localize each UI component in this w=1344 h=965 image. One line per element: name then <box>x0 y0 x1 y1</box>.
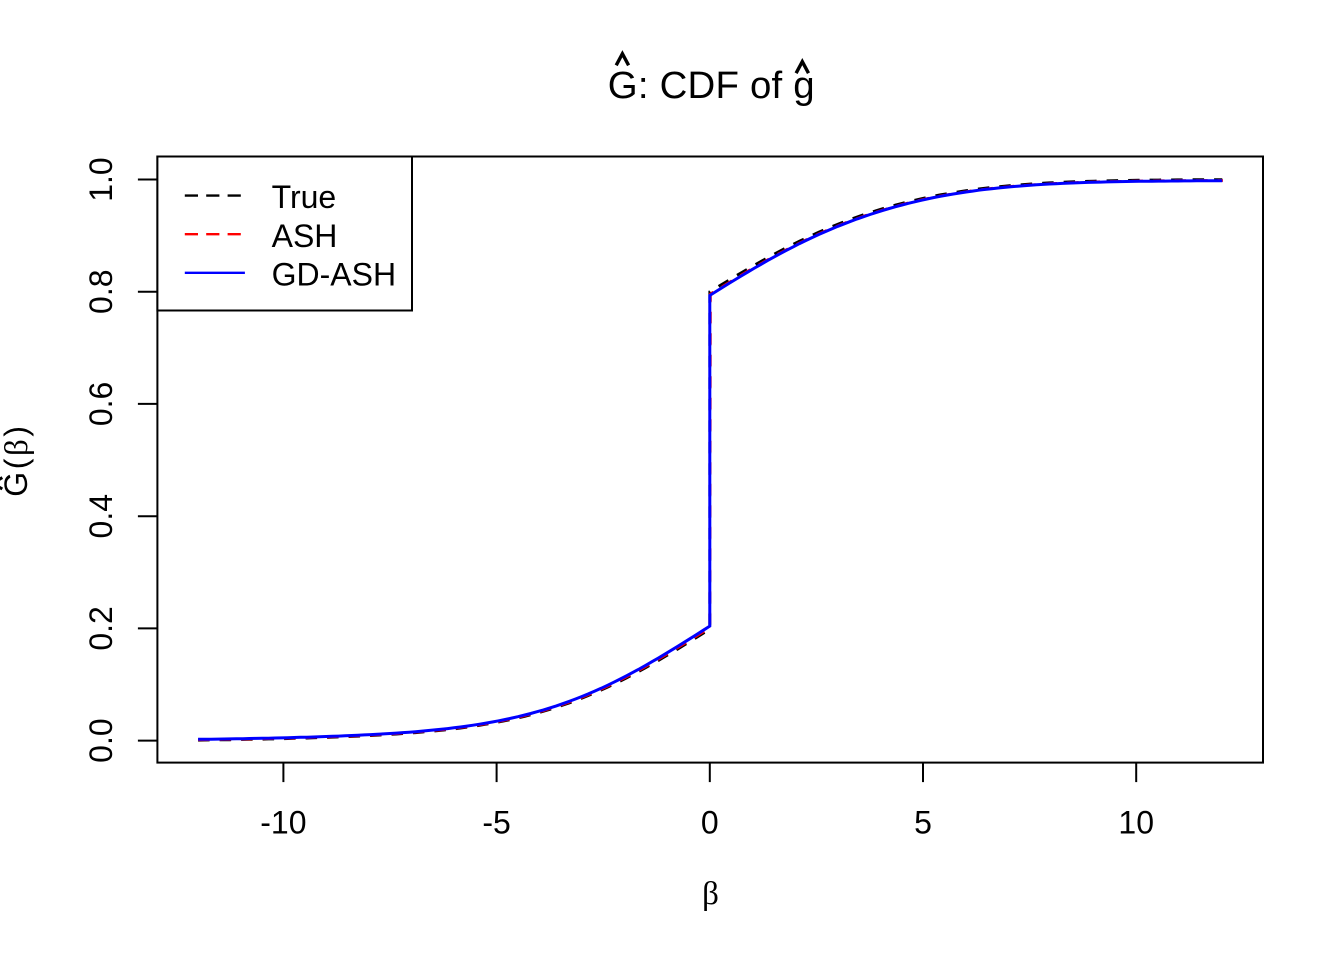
svg-text:G(β): G(β) <box>0 423 35 496</box>
svg-text:0.8: 0.8 <box>83 269 119 313</box>
svg-text:β: β <box>702 876 719 912</box>
svg-text:True: True <box>272 179 337 215</box>
svg-text:0.6: 0.6 <box>83 382 119 426</box>
svg-text:G: CDF of g: G: CDF of g <box>608 64 815 107</box>
svg-text:0.2: 0.2 <box>83 606 119 650</box>
svg-text:ASH: ASH <box>272 218 338 254</box>
svg-text:10: 10 <box>1118 805 1154 841</box>
svg-text:0.0: 0.0 <box>83 718 119 762</box>
svg-text:0: 0 <box>701 805 719 841</box>
svg-text:-10: -10 <box>260 805 306 841</box>
svg-text:0.4: 0.4 <box>83 494 119 538</box>
svg-text:5: 5 <box>914 805 932 841</box>
svg-text:1.0: 1.0 <box>83 157 119 201</box>
svg-text:GD-ASH: GD-ASH <box>272 256 396 292</box>
svg-text:-5: -5 <box>482 805 510 841</box>
